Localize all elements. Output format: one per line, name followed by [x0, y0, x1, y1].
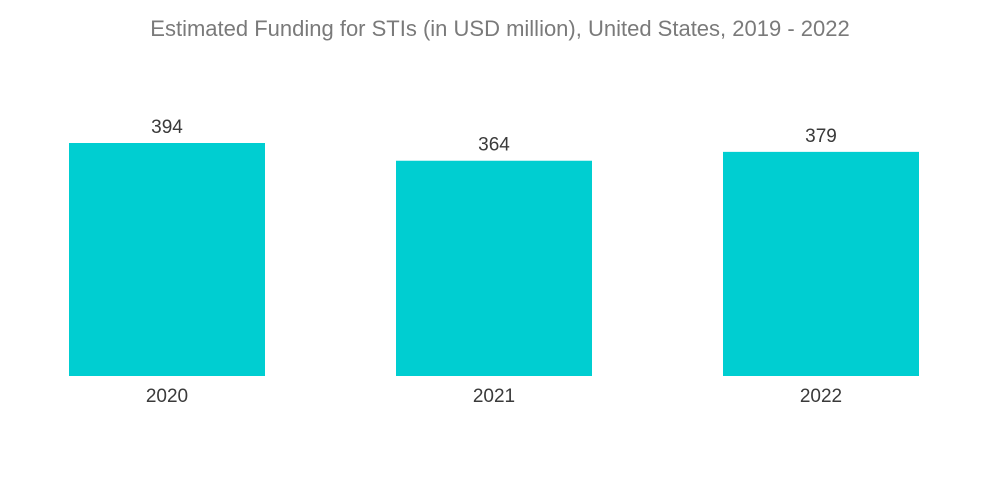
bar-2020 [69, 143, 265, 376]
x-tick-label-2022: 2022 [800, 386, 842, 407]
bar-2022 [723, 151, 919, 376]
value-label-2020: 394 [151, 117, 183, 138]
value-label-2021: 364 [478, 135, 510, 156]
x-tick-label-2020: 2020 [146, 386, 188, 407]
x-tick-label-2021: 2021 [473, 386, 515, 407]
chart-title: Estimated Funding for STIs (in USD milli… [150, 16, 850, 41]
bar-2021 [396, 160, 592, 376]
bars-layer [69, 143, 919, 376]
labels-layer: 394 364 379 [151, 117, 837, 156]
value-label-2022: 379 [805, 126, 837, 147]
ticks-layer: 2020 2021 2022 [146, 386, 842, 407]
